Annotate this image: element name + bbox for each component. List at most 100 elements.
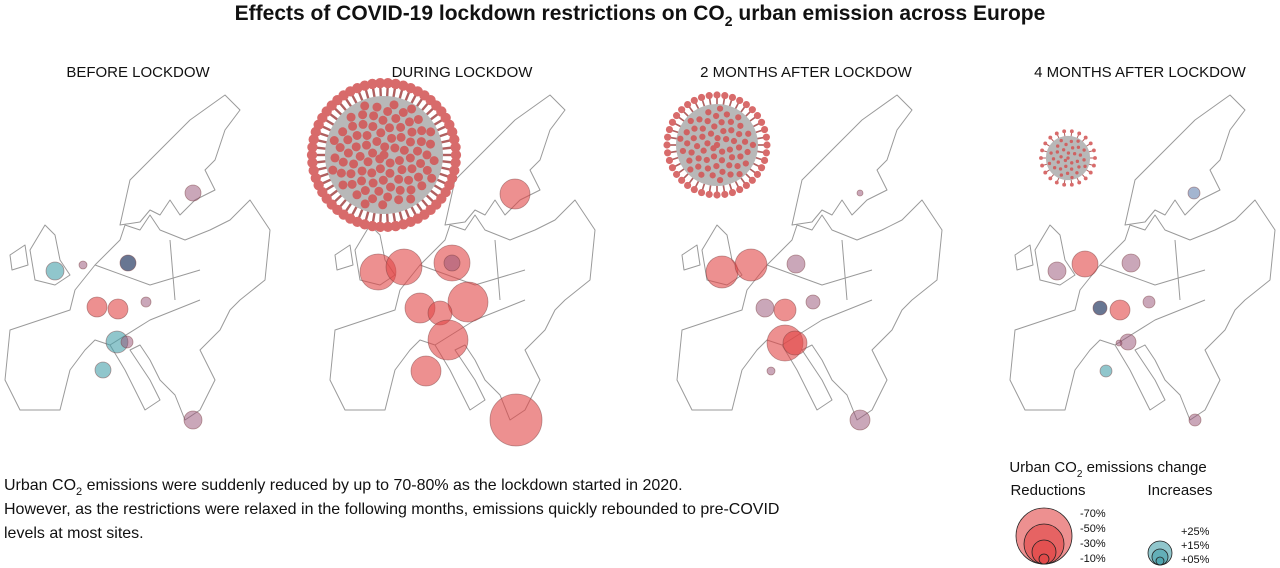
bubble [184,184,202,202]
virus-spot [425,139,435,149]
virus-tip [705,190,713,198]
bubble [499,178,531,210]
virus-spot [734,162,741,170]
virus-spot [1070,175,1074,180]
virus-spot [360,186,370,196]
virus-spot [385,158,395,168]
virus-spot [394,174,404,184]
virus-tip [672,112,681,120]
virus-spot [704,165,712,172]
virus-spot [372,136,382,146]
virus-spot [728,154,736,161]
virus-spot [368,148,378,158]
virus-spot [1055,150,1060,154]
virus-tip [728,93,737,102]
virus-tip [762,149,770,157]
virus-tip [1039,156,1043,160]
virus-tip [307,157,318,168]
virus-spot [693,143,701,150]
virus-spot [687,166,694,173]
virus-spot [413,172,423,182]
virus [306,77,462,233]
legend-label: +05% [1181,554,1210,566]
description: Urban CO2 emissions were suddenly reduce… [4,477,683,498]
virus-spot [704,118,711,125]
virus-tip [1091,148,1096,153]
virus-spot [710,145,717,152]
bubble [773,298,797,322]
virus-spot [417,126,427,136]
virus-spot [378,200,388,210]
virus-spot [360,199,370,209]
virus-tip [374,77,386,89]
virus-spot [389,100,399,110]
virus-spot [368,194,378,204]
virus-spot [704,140,711,147]
bubble [1121,253,1141,273]
virus-spot [707,130,715,137]
bubble [766,366,776,376]
virus-spot [684,140,691,147]
virus-spot [384,123,394,133]
virus-spot [679,147,687,155]
virus-spot [745,130,752,137]
virus-tip [690,96,698,105]
virus-spot [383,192,393,202]
virus-spot [399,145,409,155]
virus-spot [722,136,730,143]
virus-tip [757,118,766,126]
bubble [734,248,768,282]
virus-spot [699,133,706,140]
virus-tip [742,100,750,109]
virus-tip [1040,163,1045,168]
virus-spot [1075,159,1080,164]
virus-spot [347,179,357,189]
virus-spot [404,117,414,127]
legend-label: -30% [1080,538,1106,550]
virus-spot [343,148,353,158]
bubbles [45,77,1202,447]
virus-tip [306,149,318,161]
virus-spot [1047,161,1052,166]
bubble [1099,364,1113,378]
virus-spot [687,117,694,125]
virus-tip [382,77,394,89]
virus-spot [358,110,368,120]
virus-tip [1083,135,1088,140]
virus-spot [329,136,339,146]
virus-spot [713,162,720,170]
virus-spot [395,185,405,195]
virus-spot [718,148,726,155]
panel-label: DURING LOCKDOW [392,64,534,81]
virus-spot [1061,148,1066,152]
virus-spot [383,106,393,116]
virus-spot [705,109,712,116]
virus-tip [748,106,756,114]
virus-spot [336,168,346,178]
virus-spot [405,137,415,147]
bubble [183,410,203,430]
description: levels at most sites. [4,525,144,542]
virus-spot [1052,166,1057,170]
virus-spot [699,125,706,132]
virus-spot [375,164,385,174]
virus-spot [691,125,698,132]
virus-spot [416,158,426,168]
bubble [1092,300,1108,316]
virus-spot [338,127,348,137]
virus-tip [663,141,671,149]
virus-spot [736,130,743,138]
virus-tip [684,100,692,109]
virus-spot [718,157,726,164]
virus-spot [1059,173,1064,177]
virus-spot [394,195,404,205]
virus-tip [748,176,756,184]
bubble [427,319,469,361]
virus-tip [1054,131,1059,136]
virus-spot [1082,148,1086,152]
virus-spot [358,119,368,129]
bubble [1187,186,1201,200]
virus-tip [1054,180,1059,185]
virus-spot [378,115,388,125]
virus-spot [1066,156,1070,160]
